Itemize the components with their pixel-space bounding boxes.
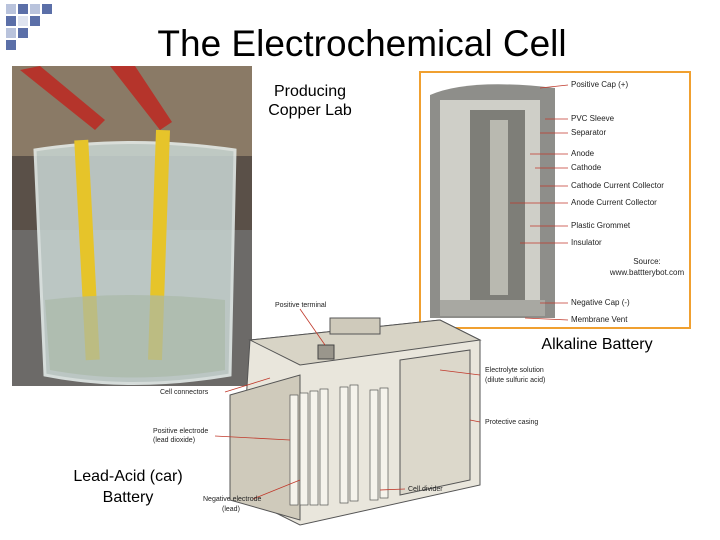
battery-label: Anode: [571, 149, 595, 158]
alkaline-diagram: [419, 71, 691, 329]
battery-label: Cell divider: [408, 486, 443, 493]
battery-label: Negative electrode: [203, 496, 261, 503]
battery-label: Protective casing: [485, 419, 538, 426]
battery-label: Membrane Vent: [571, 315, 628, 324]
source-label: Source:: [633, 257, 661, 266]
battery-label: (lead dioxide): [153, 437, 195, 444]
alkaline-caption: Alkaline Battery: [541, 336, 652, 353]
battery-label: Separator: [571, 128, 606, 137]
battery-label: Insulator: [571, 238, 602, 247]
battery-label: (lead): [222, 506, 240, 513]
battery-label: PVC Sleeve: [571, 114, 615, 123]
battery-label: Anode Current Collector: [571, 198, 657, 207]
battery-label: Cathode Current Collector: [571, 181, 664, 190]
corner-decoration: [6, 4, 52, 50]
lead-acid-caption: Lead-Acid (car): [73, 468, 182, 485]
lead-acid-diagram: [214, 308, 482, 526]
battery-label: Cathode: [571, 163, 602, 172]
slide-title: The Electrochemical Cell: [157, 23, 566, 64]
battery-label: Plastic Grommet: [571, 221, 631, 230]
battery-label: Cell connectors: [160, 389, 209, 396]
battery-label: Positive terminal: [275, 302, 327, 309]
battery-label: Negative Cap (-): [571, 298, 630, 307]
photo-caption: Producing: [274, 83, 346, 100]
source-label: www.battterybot.com: [609, 268, 685, 277]
lab-photo: [12, 66, 252, 386]
photo-caption: Copper Lab: [268, 102, 352, 119]
battery-label: Positive Cap (+): [571, 80, 628, 89]
battery-label: Electrolyte solution: [485, 367, 544, 374]
lead-acid-caption: Battery: [103, 489, 154, 506]
battery-label: Positive electrode: [153, 428, 208, 435]
battery-label: (dilute sulfuric acid): [485, 377, 545, 384]
